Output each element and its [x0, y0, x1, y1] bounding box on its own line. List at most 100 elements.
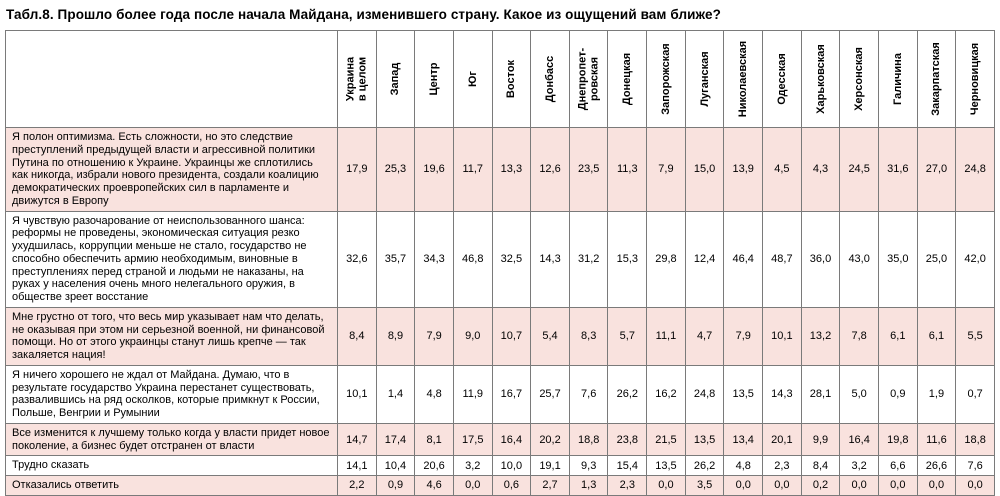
value-cell: 12,4 [684, 210, 725, 308]
table-title: Табл.8. Прошло более года после начала М… [6, 7, 721, 22]
value-cell: 0,9 [375, 475, 416, 496]
value-cell: 6,1 [916, 306, 957, 366]
column-header-label: Центр [427, 62, 440, 96]
column-header: Херсонская [839, 30, 879, 128]
value-cell: 18,8 [568, 422, 609, 457]
value-cell: 17,5 [452, 422, 493, 457]
row-label: Я ничего хорошего не ждал от Майдана. Ду… [5, 364, 338, 424]
value-cell: 14,3 [762, 364, 802, 424]
row-label: Мне грустно от того, что весь мир указыв… [5, 306, 338, 366]
value-cell: 1,9 [916, 364, 957, 424]
value-cell: 19,1 [530, 455, 570, 476]
value-cell: 0,0 [646, 475, 686, 496]
value-cell: 24,8 [955, 127, 995, 212]
column-header: Закарпатская [916, 30, 957, 128]
value-cell: 2,2 [337, 475, 377, 496]
value-cell: 10,7 [491, 306, 532, 366]
table-row: Я чувствую разочарование от неиспользова… [5, 210, 995, 308]
value-cell: 5,5 [955, 306, 995, 366]
table-row: Трудно сказать 14,1 10,4 20,6 3,2 10,0 19,1 9,3… [5, 455, 995, 476]
column-header: Юг [452, 30, 493, 128]
column-header-label: Днепропет- ровская [576, 47, 601, 111]
value-cell: 1,4 [375, 364, 416, 424]
value-cell: 21,5 [646, 422, 686, 457]
value-cell: 27,0 [916, 127, 957, 212]
value-cell: 4,8 [723, 455, 764, 476]
column-header-label: Восток [505, 59, 518, 99]
column-header-label: Закарпатская [930, 42, 943, 116]
value-cell: 36,0 [800, 210, 841, 308]
column-header: Донбасс [530, 30, 570, 128]
survey-results-table: Украина в целом Запад Центр Юг Восток Донбасс… [5, 30, 995, 496]
value-cell: 13,9 [723, 127, 764, 212]
value-cell: 4,8 [414, 364, 454, 424]
value-cell: 0,2 [800, 475, 841, 496]
column-header: Запад [375, 30, 416, 128]
value-cell: 11,3 [607, 127, 648, 212]
value-cell: 15,4 [607, 455, 648, 476]
value-cell: 4,3 [800, 127, 841, 212]
value-cell: 7,6 [955, 455, 995, 476]
value-cell: 16,2 [646, 364, 686, 424]
value-cell: 11,1 [646, 306, 686, 366]
value-cell: 25,7 [530, 364, 570, 424]
value-cell: 9,0 [452, 306, 493, 366]
value-cell: 7,6 [568, 364, 609, 424]
column-header-label: Донбасс [543, 55, 556, 103]
value-cell: 19,6 [414, 127, 454, 212]
value-cell: 7,9 [414, 306, 454, 366]
column-header: Запорожская [646, 30, 686, 128]
value-cell: 2,3 [607, 475, 648, 496]
value-cell: 26,2 [684, 455, 725, 476]
column-header-label: Херсонская [852, 47, 865, 111]
value-cell: 0,7 [955, 364, 995, 424]
column-header: Украина в целом [337, 30, 377, 128]
column-header: Восток [491, 30, 532, 128]
value-cell: 26,6 [916, 455, 957, 476]
value-cell: 16,4 [491, 422, 532, 457]
value-cell: 8,3 [568, 306, 609, 366]
value-cell: 20,6 [414, 455, 454, 476]
value-cell: 11,9 [452, 364, 493, 424]
column-header: Галичина [877, 30, 918, 128]
value-cell: 4,5 [762, 127, 802, 212]
value-cell: 11,6 [916, 422, 957, 457]
value-cell: 4,7 [684, 306, 725, 366]
value-cell: 31,2 [568, 210, 609, 308]
table-row: Я полон оптимизма. Есть сложности, но эт… [5, 127, 995, 212]
value-cell: 0,0 [723, 475, 764, 496]
value-cell: 0,0 [762, 475, 802, 496]
value-cell: 13,5 [646, 455, 686, 476]
value-cell: 9,9 [800, 422, 841, 457]
column-header: Центр [414, 30, 454, 128]
value-cell: 5,4 [530, 306, 570, 366]
value-cell: 5,0 [839, 364, 879, 424]
value-cell: 10,0 [491, 455, 532, 476]
column-header: Харьковская [800, 30, 841, 128]
column-header-label: Запад [389, 62, 402, 96]
value-cell: 10,1 [762, 306, 802, 366]
value-cell: 25,3 [375, 127, 416, 212]
header-row: Украина в целом Запад Центр Юг Восток Донбасс… [5, 30, 995, 128]
column-header-label: Юг [466, 71, 479, 87]
value-cell: 42,0 [955, 210, 995, 308]
value-cell: 0,0 [877, 475, 918, 496]
value-cell: 25,0 [916, 210, 957, 308]
row-label: Отказались ответить [5, 475, 338, 496]
column-header: Одесская [762, 30, 802, 128]
value-cell: 17,9 [337, 127, 377, 212]
value-cell: 24,5 [839, 127, 879, 212]
value-cell: 10,4 [375, 455, 416, 476]
table-body: Я полон оптимизма. Есть сложности, но эт… [5, 127, 995, 496]
column-header-label: Галичина [891, 53, 904, 105]
column-header-label: Черновицкая [968, 42, 981, 116]
value-cell: 0,6 [491, 475, 532, 496]
value-cell: 7,9 [646, 127, 686, 212]
value-cell: 14,7 [337, 422, 377, 457]
value-cell: 8,4 [800, 455, 841, 476]
value-cell: 32,5 [491, 210, 532, 308]
value-cell: 28,1 [800, 364, 841, 424]
column-header-label: Николаевская [737, 40, 750, 118]
table-row: Все изменится к лучшему только когда у в… [5, 422, 995, 457]
